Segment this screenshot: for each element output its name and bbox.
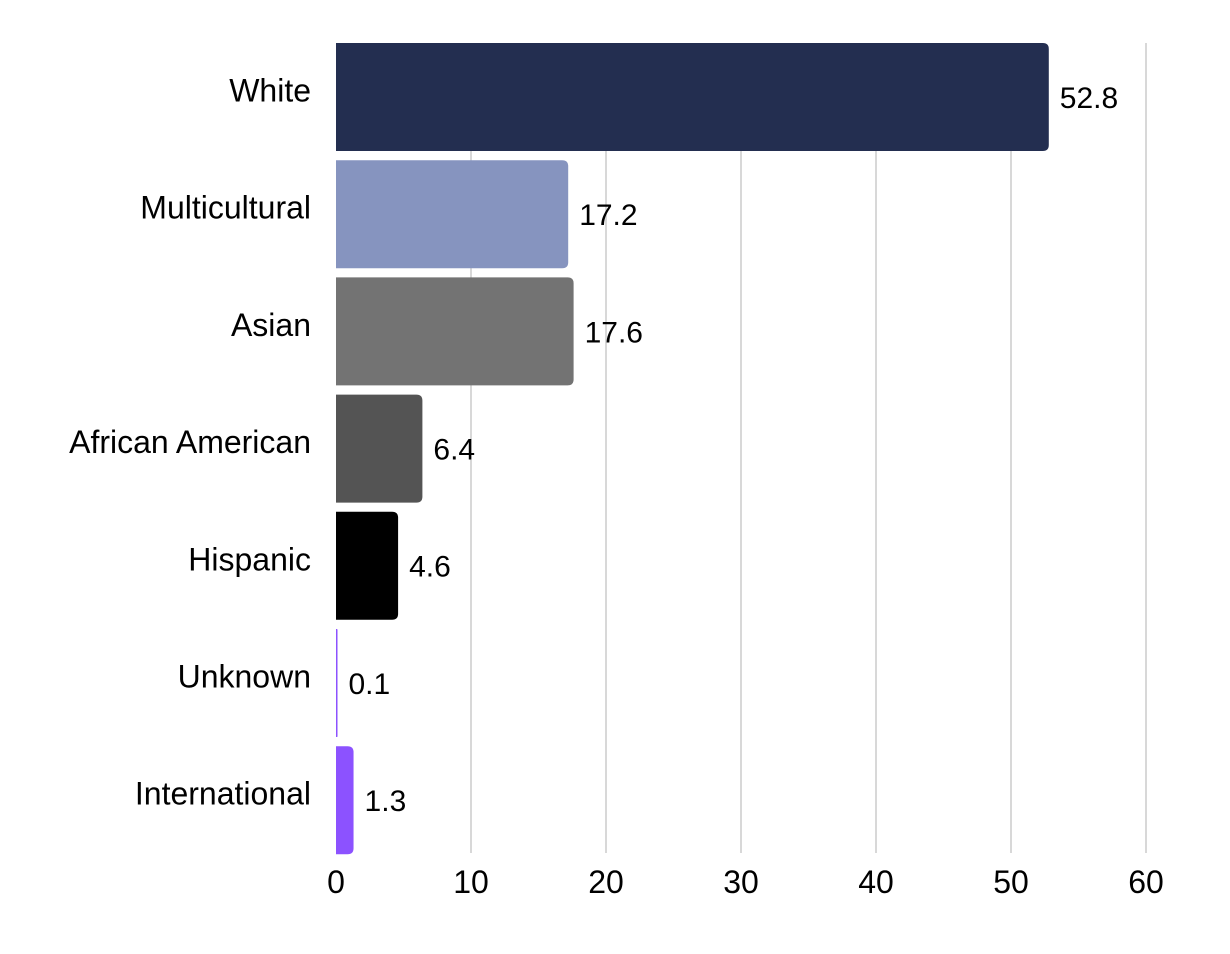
grid-layer: [470, 43, 1147, 853]
bar-layer: [336, 43, 1049, 855]
bar-hispanic: [336, 511, 399, 620]
x-tick-label: 50: [993, 864, 1029, 900]
x-tick-label: 10: [453, 864, 489, 900]
category-label: Unknown: [178, 658, 311, 694]
category-label: Hispanic: [188, 541, 311, 577]
value-label: 1.3: [365, 785, 407, 818]
value-label: 4.6: [409, 551, 451, 584]
category-label: International: [135, 776, 311, 812]
x-axis: 0 10 20 30 40 50 60: [327, 864, 1164, 900]
category-label: White: [229, 72, 311, 108]
category-label: Asian: [231, 307, 311, 343]
label-layer: White 52.8 Multicultural 17.2 Asian 17.6 Afric…: [69, 72, 1118, 818]
category-label: African American: [69, 424, 311, 460]
bar-multicultural: [336, 160, 569, 269]
x-tick-label: 60: [1128, 864, 1164, 900]
x-tick-label: 30: [723, 864, 759, 900]
x-tick-label: 0: [327, 864, 345, 900]
x-tick-label: 40: [858, 864, 894, 900]
bar-african-american: [336, 394, 423, 503]
category-label: Multicultural: [140, 190, 311, 226]
bar-asian: [336, 277, 574, 386]
value-label: 6.4: [433, 434, 475, 467]
value-label: 17.6: [585, 316, 643, 349]
value-label: 52.8: [1060, 82, 1118, 115]
bar-unknown: [336, 629, 338, 737]
bar-white: [336, 43, 1049, 151]
value-label: 0.1: [349, 668, 391, 701]
bar-international: [336, 746, 354, 855]
x-tick-label: 20: [588, 864, 624, 900]
value-label: 17.2: [579, 199, 637, 232]
